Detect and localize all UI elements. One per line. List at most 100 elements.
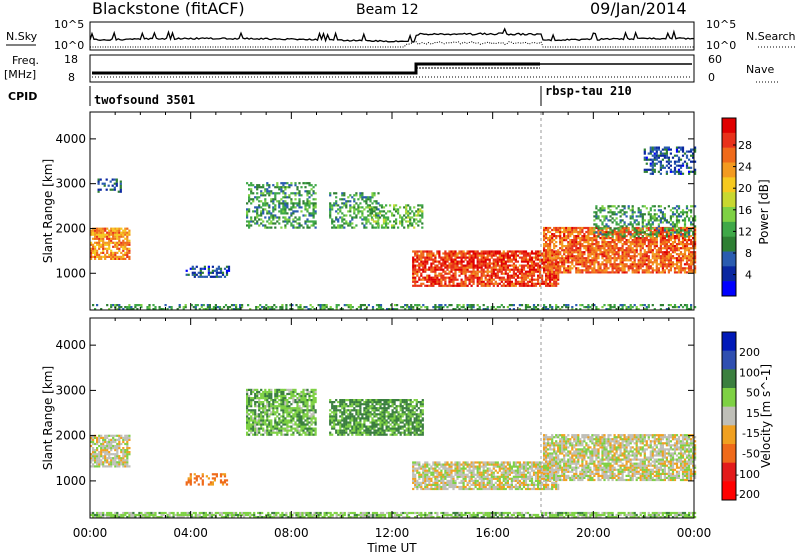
heatmap-cell: [649, 245, 652, 248]
heatmap-cell: [312, 216, 315, 219]
heatmap-cell: [254, 196, 257, 199]
heatmap-cell: [534, 268, 538, 271]
heatmap-cell: [498, 270, 501, 273]
heatmap-cell: [514, 272, 517, 275]
heatmap-cell: [623, 271, 626, 274]
heatmap-cell: [254, 417, 257, 420]
heatmap-cell: [355, 208, 358, 211]
heatmap-cell: [627, 265, 630, 268]
heatmap-cell: [545, 228, 548, 232]
nsearch-tick-bottom: 10^0: [706, 39, 736, 52]
heatmap-cell: [250, 390, 253, 394]
heatmap-cell: [649, 223, 652, 226]
heatmap-cell: [215, 475, 218, 478]
heatmap-cell: [685, 211, 689, 214]
heatmap-cell: [98, 245, 101, 248]
heatmap-cell: [605, 308, 608, 311]
heatmap-cell: [254, 388, 257, 391]
heatmap-cell: [688, 219, 691, 222]
heatmap-cell: [462, 252, 465, 255]
heatmap-cell: [412, 256, 415, 259]
heatmap-cell: [298, 206, 301, 209]
heatmap-cell: [100, 308, 103, 311]
heatmap-cell: [690, 229, 693, 232]
heatmap-cell: [148, 306, 151, 309]
heatmap-cell: [567, 269, 570, 272]
heatmap-cell: [617, 229, 620, 232]
heatmap-cell: [359, 304, 362, 307]
heatmap-cell: [553, 271, 556, 274]
heatmap-cell: [104, 459, 107, 462]
heatmap-cell: [126, 463, 129, 466]
heatmap-cell: [528, 284, 532, 287]
heatmap-cell: [122, 308, 125, 311]
heatmap-cell: [671, 261, 675, 264]
heatmap-cell: [122, 241, 125, 244]
heatmap-cell: [118, 447, 121, 450]
heatmap-cell: [605, 226, 608, 230]
heatmap-cell: [500, 268, 503, 271]
heatmap-cell: [661, 241, 664, 244]
heatmap-cell: [246, 392, 249, 396]
heatmap-cell: [470, 304, 473, 307]
heatmap-cell: [298, 226, 301, 229]
heatmap-cell: [375, 202, 378, 205]
heatmap-cell: [494, 282, 497, 285]
heatmap-cell: [464, 280, 467, 283]
heatmap-cell: [692, 170, 695, 173]
heatmap-cell: [629, 249, 632, 252]
heatmap-cell: [597, 257, 600, 260]
heatmap-cell: [106, 241, 109, 244]
heatmap-cell: [657, 233, 660, 236]
heatmap-cell: [575, 269, 578, 272]
heatmap-cell: [110, 465, 113, 468]
heatmap-cell: [567, 247, 570, 250]
heatmap-cell: [470, 270, 473, 273]
heatmap-cell: [679, 259, 683, 262]
heatmap-cell: [414, 304, 417, 307]
heatmap-cell: [651, 154, 654, 157]
heatmap-cell: [611, 231, 614, 234]
heatmap-cell: [555, 237, 558, 240]
heatmap-cell: [675, 247, 679, 250]
heatmap-cell: [518, 282, 521, 285]
heatmap-cell: [563, 239, 566, 242]
heatmap-cell: [631, 217, 634, 220]
heatmap-cell: [553, 228, 556, 232]
heatmap-cell: [357, 208, 360, 211]
heatmap-cell: [448, 270, 451, 273]
heatmap-cell: [514, 284, 517, 287]
heatmap-cell: [685, 245, 689, 248]
heatmap-cell: [258, 397, 261, 400]
heatmap-cell: [537, 280, 540, 283]
heatmap-cell: [641, 241, 644, 244]
heatmap-cell: [260, 421, 263, 424]
heatmap-cell: [663, 207, 666, 210]
heatmap-cell: [191, 267, 194, 270]
heatmap-cell: [314, 210, 317, 213]
heatmap-cell: [294, 210, 297, 213]
heatmap-cell: [611, 253, 614, 256]
heatmap-cell: [110, 241, 113, 244]
heatmap-cell: [412, 250, 415, 253]
heatmap-cell: [677, 269, 681, 272]
heatmap-cell: [203, 265, 206, 268]
heatmap-cell: [482, 264, 485, 267]
heatmap-cell: [506, 284, 509, 287]
heatmap-cell: [657, 231, 660, 234]
heatmap-cell: [647, 223, 650, 226]
heatmap-cell: [270, 198, 273, 201]
heatmap-cell: [488, 252, 491, 255]
heatmap-cell: [484, 264, 487, 267]
heatmap-cell: [673, 227, 677, 230]
heatmap-cell: [393, 204, 396, 207]
heatmap-cell: [669, 245, 672, 248]
heatmap-cell: [510, 254, 513, 257]
heatmap-cell: [414, 266, 417, 269]
heatmap-cell: [490, 272, 493, 275]
heatmap-cell: [486, 282, 489, 285]
heatmap-cell: [456, 262, 459, 265]
heatmap-cell: [683, 235, 687, 238]
heatmap-cell: [92, 436, 95, 439]
heatmap-cell: [530, 262, 534, 265]
